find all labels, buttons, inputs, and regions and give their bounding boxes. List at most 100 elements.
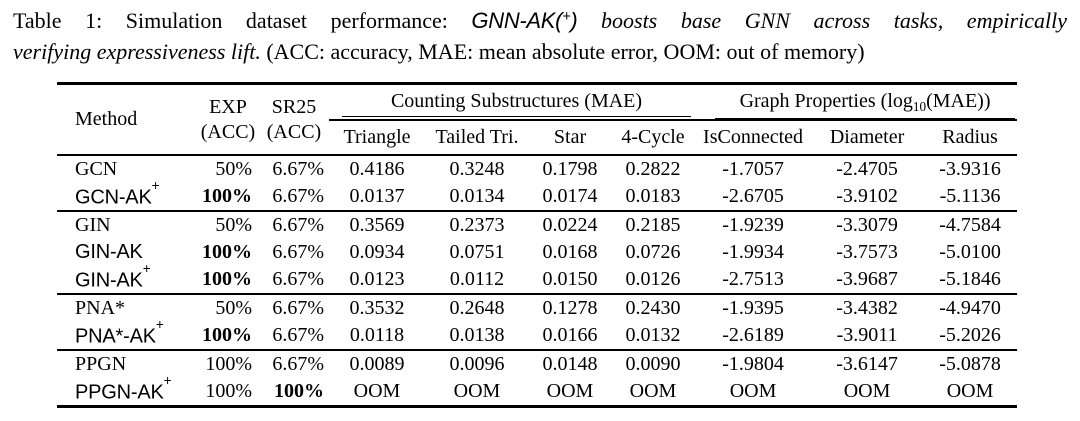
col-header-diameter: Diameter xyxy=(811,120,924,156)
value-cell: 0.0137 xyxy=(349,185,405,207)
exp-cell: 100% xyxy=(197,349,259,378)
value-cell: -3.9011 xyxy=(836,324,898,346)
value-cell: 0.0934 xyxy=(349,241,405,263)
method-cell: PNA*-AK+ xyxy=(75,316,164,348)
value-cell: 0.0166 xyxy=(542,324,598,346)
value-cell: -5.2026 xyxy=(939,324,1001,346)
header-row-1: Method EXP (ACC) SR25 (ACC) Counting Subst… xyxy=(57,83,1018,156)
method-cell: GIN-AK+ xyxy=(75,260,151,292)
value-cell: 0.0112 xyxy=(449,268,505,290)
row-group: GIN 50% 6.67% 0.3569 0.2373 0.0224 0.2185 -1.92… xyxy=(57,210,1018,294)
value-cell: OOM xyxy=(843,380,891,402)
sr25-cell: 6.67% xyxy=(272,241,324,263)
value-cell: 0.0132 xyxy=(625,324,681,346)
value-cell: -5.1846 xyxy=(939,268,1001,290)
value-cell: 0.2822 xyxy=(625,158,681,180)
value-cell: 0.3532 xyxy=(329,293,425,322)
value-cell: -1.9239 xyxy=(695,210,812,239)
value-cell: -1.9804 xyxy=(695,349,812,378)
table-row: PPGN 100% 6.67% 0.0089 0.0096 0.0148 0.0090 -1.… xyxy=(57,349,1018,378)
table-row: GIN-AK+ 100% 6.67% 0.0123 0.0112 0.0150 0.0126… xyxy=(57,260,1017,294)
value-cell: 0.0751 xyxy=(449,241,505,263)
row-group: PNA* 50% 6.67% 0.3532 0.2648 0.1278 0.2430 -1.9… xyxy=(57,293,1018,350)
value-cell: 0.3248 xyxy=(449,158,505,180)
method-superscript: + xyxy=(151,177,160,193)
col-header-method: Method xyxy=(57,83,197,156)
method-cell: GCN xyxy=(75,158,118,180)
table-caption: Table 1: Simulation dataset performance:… xyxy=(13,7,1067,66)
subheader-row: Triangle Tailed Tri. Star 4-Cycle IsConnecte… xyxy=(57,120,1018,156)
value-cell: -2.6189 xyxy=(722,324,784,346)
value-cell: OOM xyxy=(629,380,677,402)
value-cell: OOM xyxy=(729,380,777,402)
exp-cell: 50% xyxy=(197,210,259,239)
value-cell: 0.0174 xyxy=(542,185,598,207)
value-cell: OOM xyxy=(546,380,594,402)
value-cell: 0.2430 xyxy=(611,293,696,322)
col-header-star: Star xyxy=(529,120,611,156)
method-cell: PPGN xyxy=(57,349,197,378)
value-cell: 0.1278 xyxy=(529,293,611,322)
value-cell: 0.0726 xyxy=(625,241,681,263)
value-cell: -1.9395 xyxy=(695,293,812,322)
value-cell: -3.9102 xyxy=(836,185,898,207)
value-cell: -5.1136 xyxy=(939,185,1001,207)
sr25-cell: 6.67% xyxy=(272,185,324,207)
value-cell: 0.0118 xyxy=(349,324,405,346)
sr25-cell: 6.67% xyxy=(259,349,329,378)
method-cell: GIN-AK xyxy=(75,241,143,263)
value-cell: 0.0224 xyxy=(529,210,611,239)
method-cell: PPGN-AK+ xyxy=(75,372,172,404)
value-cell: 0.2185 xyxy=(611,210,696,239)
exp-cell: 100% xyxy=(202,268,252,290)
caption-prefix: Table 1: Simulation dataset performance: xyxy=(13,8,472,33)
col-group-graph-properties: Graph Properties (log10(MAE)) xyxy=(695,83,1018,121)
value-cell: -3.9316 xyxy=(939,158,1001,180)
col-header-tailed-tri: Tailed Tri. xyxy=(425,120,529,156)
value-cell: -2.4705 xyxy=(836,158,898,180)
exp-cell: 100% xyxy=(202,185,252,207)
value-cell: -3.9687 xyxy=(836,268,898,290)
exp-cell: 100% xyxy=(202,324,252,346)
method-cell: GCN-AK+ xyxy=(75,177,160,209)
value-cell: -4.9470 xyxy=(923,293,1018,322)
value-cell: -5.0878 xyxy=(923,349,1018,378)
table-row: GIN 50% 6.67% 0.3569 0.2373 0.0224 0.2185 -1.92… xyxy=(57,210,1018,239)
caption-legend: (ACC: accuracy, MAE: mean absolute error… xyxy=(260,39,865,64)
caption-model-superscript: + xyxy=(562,9,571,26)
value-cell: 0.0150 xyxy=(542,268,598,290)
results-table: Method EXP (ACC) SR25 (ACC) Counting Subst… xyxy=(57,82,1018,408)
table-row: PPGN-AK+ 100% 100% OOM OOM OOM OOM OOM OOM OOM xyxy=(57,372,1017,407)
caption-model-name: GNN-AK(+) xyxy=(471,8,578,33)
sr25-cell: 6.67% xyxy=(259,210,329,239)
value-cell: -3.4382 xyxy=(811,293,924,322)
exp-cell: 50% xyxy=(215,158,252,180)
value-cell: 0.2648 xyxy=(425,293,529,322)
value-cell: 0.0126 xyxy=(625,268,681,290)
col-header-4-cycle: 4-Cycle xyxy=(611,120,696,156)
sr25-cell: 6.67% xyxy=(259,293,329,322)
caption-line-1: Table 1: Simulation dataset performance:… xyxy=(13,7,1067,38)
value-cell: 0.1798 xyxy=(542,158,598,180)
value-cell: 0.0168 xyxy=(542,241,598,263)
value-cell: OOM xyxy=(946,380,994,402)
log-subscript: 10 xyxy=(912,98,927,114)
caption-line-2: verifying expressiveness lift. (ACC: acc… xyxy=(13,38,1067,66)
method-superscript: + xyxy=(142,260,151,276)
table-row: GIN-AK 100% 6.67% 0.0934 0.0751 0.0168 0.0726 -… xyxy=(57,239,1017,266)
sr25-cell: 6.67% xyxy=(272,268,324,290)
col-header-radius: Radius xyxy=(923,120,1018,156)
value-cell: -4.7584 xyxy=(923,210,1018,239)
value-cell: 0.4186 xyxy=(349,158,405,180)
method-cell: PNA* xyxy=(57,293,197,322)
value-cell: 0.0090 xyxy=(611,349,696,378)
value-cell: -3.7573 xyxy=(836,241,898,263)
table-row: GCN 50% 6.67% 0.4186 0.3248 0.1798 0.2822 -1.70… xyxy=(57,155,1017,183)
col-group-counting-substructures: Counting Substructures (MAE) xyxy=(329,83,696,121)
value-cell: -3.3079 xyxy=(811,210,924,239)
value-cell: 0.0096 xyxy=(425,349,529,378)
method-superscript: + xyxy=(163,372,172,388)
table-row: PNA*-AK+ 100% 6.67% 0.0118 0.0138 0.0166 0.013… xyxy=(57,316,1017,350)
method-superscript: + xyxy=(155,316,164,332)
value-cell: 0.0148 xyxy=(529,349,611,378)
